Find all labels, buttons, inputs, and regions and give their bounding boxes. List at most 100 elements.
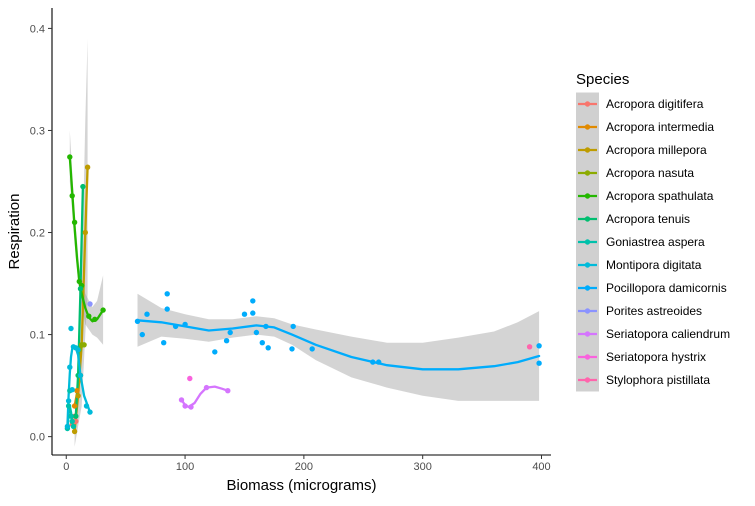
legend-label-acropora-millepora: Acropora millepora — [606, 143, 707, 157]
data-point-pocillopora-damicornis-12 — [250, 298, 256, 304]
confidence-band-pocillopora-damicornis — [137, 293, 540, 401]
data-point-goniastrea-aspera-1 — [65, 403, 72, 409]
data-point-montipora-digitata-7 — [75, 347, 81, 353]
plot-panel — [52, 8, 551, 455]
data-point-acropora-intermedia-0 — [71, 403, 78, 409]
legend-key-point-acropora-digitifera — [584, 101, 591, 107]
legend-key-point-acropora-tenuis — [584, 216, 591, 222]
fit-line-pocillopora-damicornis — [136, 319, 541, 371]
legend-label-acropora-nasuta: Acropora nasuta — [606, 166, 694, 180]
data-point-pocillopora-damicornis-5 — [164, 306, 170, 312]
legend-key-point-pocillopora-damicornis — [584, 285, 591, 291]
data-point-pocillopora-damicornis-24 — [536, 360, 542, 366]
x-tick-label: 100 — [176, 461, 194, 473]
data-point-pocillopora-damicornis-16 — [263, 323, 269, 330]
legend-label-montipora-digitata: Montipora digitata — [606, 258, 702, 272]
data-point-pocillopora-damicornis-10 — [227, 329, 233, 336]
y-tick-label: 0.4 — [30, 23, 45, 35]
x-tick-label: 200 — [295, 461, 313, 473]
legend: Species Acropora digitifera Acropora inte… — [576, 71, 730, 392]
legend-label-acropora-tenuis: Acropora tenuis — [606, 212, 690, 226]
data-point-goniastrea-aspera-5 — [70, 423, 77, 430]
data-point-acropora-spathulata-0 — [67, 154, 73, 160]
data-points — [64, 154, 542, 435]
data-point-goniastrea-aspera-3 — [68, 413, 74, 419]
data-point-montipora-digitata-1 — [65, 398, 72, 404]
data-point-pocillopora-damicornis-11 — [241, 311, 248, 317]
data-point-pocillopora-damicornis-8 — [212, 349, 218, 355]
y-tick-label: 0.2 — [30, 228, 45, 240]
data-point-acropora-spathulata-6 — [92, 316, 98, 322]
y-tick-label: 0.1 — [30, 330, 45, 342]
x-axis-title: Biomass (micrograms) — [226, 477, 376, 494]
data-point-pocillopora-damicornis-0 — [134, 318, 141, 324]
legend-title: Species — [576, 71, 629, 88]
data-point-montipora-digitata-9 — [83, 403, 90, 409]
data-point-pocillopora-damicornis-7 — [182, 321, 188, 328]
legend-key-point-acropora-nasuta — [584, 170, 591, 176]
data-point-pocillopora-damicornis-9 — [223, 338, 230, 344]
legend-key-point-goniastrea-aspera — [584, 239, 591, 245]
data-point-montipora-digitata-2 — [67, 364, 73, 370]
data-point-pocillopora-damicornis-23 — [536, 343, 542, 349]
data-point-acropora-tenuis-0 — [73, 413, 79, 419]
data-point-acropora-millepora-1 — [75, 393, 81, 399]
data-point-seriatopora-caliendrum-1 — [182, 403, 188, 409]
legend-key-point-porites-astreoides — [584, 308, 591, 314]
data-point-pocillopora-damicornis-13 — [250, 310, 256, 316]
data-point-pocillopora-damicornis-4 — [164, 291, 170, 297]
data-point-acropora-tenuis-3 — [80, 183, 86, 190]
data-point-pocillopora-damicornis-2 — [144, 311, 150, 317]
data-point-pocillopora-damicornis-20 — [309, 346, 315, 352]
data-point-montipora-digitata-0 — [64, 423, 71, 430]
data-point-seriatopora-hystrix-0 — [187, 375, 193, 382]
data-point-acropora-nasuta-2 — [81, 342, 87, 348]
data-point-acropora-spathulata-1 — [69, 193, 75, 199]
data-point-pocillopora-damicornis-21 — [370, 359, 376, 365]
panel-background — [52, 8, 551, 455]
x-tick-label: 300 — [414, 461, 432, 473]
data-point-montipora-digitata-8 — [77, 372, 84, 379]
legend-label-goniastrea-aspera: Goniastrea aspera — [606, 235, 705, 249]
y-tick-label: 0.3 — [30, 125, 45, 137]
axes: 0 100 200 300 400 0.0 0.1 0.2 0.3 0.4 — [30, 8, 551, 473]
data-point-seriatopora-caliendrum-3 — [203, 384, 210, 391]
legend-label-seriatopora-caliendrum: Seriatopora caliendrum — [606, 327, 730, 341]
x-tick-label: 0 — [63, 461, 69, 473]
data-point-pocillopora-damicornis-18 — [289, 346, 295, 352]
data-point-porites-astreoides-0 — [87, 301, 93, 307]
legend-label-stylophora-pistillata: Stylophora pistillata — [606, 373, 710, 387]
data-point-acropora-intermedia-1 — [74, 388, 80, 394]
legend-label-acropora-digitifera: Acropora digitifera — [606, 97, 704, 111]
x-tick-label: 400 — [532, 461, 550, 473]
data-point-acropora-millepora-3 — [82, 229, 89, 236]
data-point-pocillopora-damicornis-15 — [259, 340, 265, 346]
legend-key-point-acropora-millepora — [584, 147, 591, 153]
data-point-montipora-digitata-10 — [87, 409, 93, 415]
legend-key-point-acropora-spathulata — [584, 193, 591, 199]
legend-key-point-seriatopora-hystrix — [584, 354, 591, 360]
data-point-acropora-spathulata-3 — [76, 278, 83, 285]
data-point-acropora-millepora-4 — [84, 164, 91, 170]
data-point-seriatopora-caliendrum-4 — [225, 388, 231, 394]
legend-key-point-montipora-digitata — [584, 262, 591, 268]
legend-key-point-seriatopora-caliendrum — [584, 331, 591, 337]
data-point-acropora-tenuis-2 — [77, 286, 84, 292]
legend-label-porites-astreoides: Porites astreoides — [606, 304, 702, 318]
legend-label-acropora-intermedia: Acropora intermedia — [606, 120, 714, 134]
legend-key-point-stylophora-pistillata — [584, 377, 591, 383]
data-point-acropora-spathulata-5 — [86, 313, 92, 319]
legend-label-acropora-spathulata: Acropora spathulata — [606, 189, 714, 203]
legend-key-point-acropora-intermedia — [584, 124, 591, 130]
y-axis-title: Respiration — [6, 194, 23, 270]
data-point-goniastrea-aspera-4 — [69, 418, 75, 424]
data-point-acropora-spathulata-2 — [71, 219, 78, 225]
data-point-pocillopora-damicornis-19 — [290, 323, 296, 330]
data-point-montipora-digitata-3 — [68, 325, 74, 332]
legend-label-pocillopora-damicornis: Pocillopora damicornis — [606, 281, 727, 295]
y-tick-label: 0.0 — [30, 432, 45, 444]
data-point-stylophora-pistillata-0 — [526, 344, 533, 350]
data-point-pocillopora-damicornis-6 — [172, 323, 179, 330]
